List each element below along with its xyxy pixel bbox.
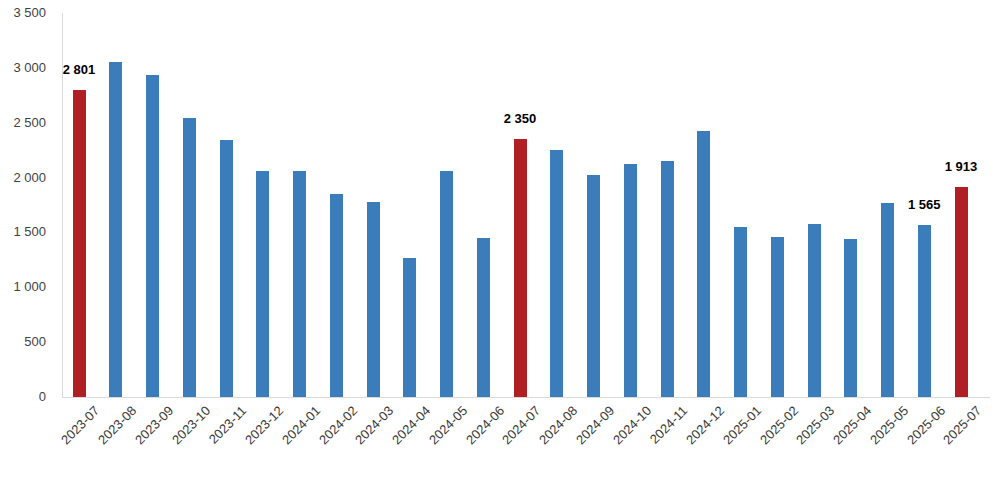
bar-2023-08: [109, 62, 122, 397]
x-tick-label: 2025-07: [940, 403, 984, 447]
x-tick-label: 2024-11: [647, 403, 691, 447]
value-label-2024-07: 2 350: [475, 112, 565, 125]
bar-2024-11: [661, 161, 674, 397]
x-tick-label: 2024-06: [463, 403, 507, 447]
bar-2024-07: [514, 139, 527, 397]
bar-2025-07: [955, 187, 968, 397]
bar-2023-11: [220, 140, 233, 397]
x-tick-label: 2025-01: [720, 403, 764, 447]
bar-2024-06: [477, 238, 490, 397]
bar-2025-02: [771, 237, 784, 397]
x-tick-label: 2024-02: [316, 403, 360, 447]
x-tick-label: 2024-05: [426, 403, 470, 447]
value-label-2025-07: 1 913: [916, 160, 994, 173]
y-tick-label: 500: [0, 334, 46, 350]
bar-2024-12: [697, 131, 710, 397]
bar-2024-04: [403, 258, 416, 397]
x-tick-label: 2023-12: [242, 403, 286, 447]
x-tick-label: 2023-10: [169, 403, 213, 447]
x-tick-label: 2024-08: [536, 403, 580, 447]
bar-2025-04: [844, 239, 857, 397]
y-tick-label: 0: [0, 389, 46, 405]
bar-2025-01: [734, 227, 747, 397]
value-label-2025-06: 1 565: [879, 198, 969, 211]
x-tick-label: 2025-05: [867, 403, 911, 447]
y-tick-label: 1 500: [0, 224, 46, 240]
bar-2024-08: [550, 150, 563, 397]
x-tick-label: 2024-01: [279, 403, 323, 447]
x-tick-label: 2025-03: [793, 403, 837, 447]
bar-2023-09: [146, 75, 159, 397]
value-label-2023-07: 2 801: [34, 63, 124, 76]
y-tick-label: 2 500: [0, 115, 46, 131]
y-tick-label: 1 000: [0, 279, 46, 295]
bar-2024-01: [293, 171, 306, 397]
bar-2024-02: [330, 194, 343, 397]
x-tick-label: 2024-09: [573, 403, 617, 447]
x-tick-label: 2025-06: [904, 403, 948, 447]
bar-2025-05: [881, 203, 894, 397]
bar-2023-12: [256, 171, 269, 397]
y-tick-label: 2 000: [0, 170, 46, 186]
bar-chart: 05001 0001 5002 0002 5003 0003 500 2 801…: [0, 0, 994, 481]
x-tick-label: 2023-11: [206, 403, 250, 447]
x-tick-label: 2024-03: [352, 403, 396, 447]
x-tick-label: 2024-12: [683, 403, 727, 447]
bar-2024-10: [624, 164, 637, 397]
x-axis-line: [62, 397, 990, 398]
x-tick-label: 2023-09: [132, 403, 176, 447]
bar-2024-05: [440, 171, 453, 397]
x-tick-label: 2023-08: [95, 403, 139, 447]
bar-2024-03: [367, 202, 380, 397]
x-tick-label: 2023-07: [58, 403, 102, 447]
bar-2025-03: [808, 224, 821, 397]
x-tick-label: 2024-07: [499, 403, 543, 447]
x-tick-label: 2024-04: [389, 403, 433, 447]
bar-2025-06: [918, 225, 931, 397]
bar-2023-10: [183, 118, 196, 397]
y-tick-label: 3 500: [0, 5, 46, 21]
bar-2023-07: [73, 90, 86, 397]
x-tick-label: 2025-04: [830, 403, 874, 447]
x-tick-label: 2025-02: [757, 403, 801, 447]
bar-2024-09: [587, 175, 600, 397]
x-tick-label: 2024-10: [610, 403, 654, 447]
